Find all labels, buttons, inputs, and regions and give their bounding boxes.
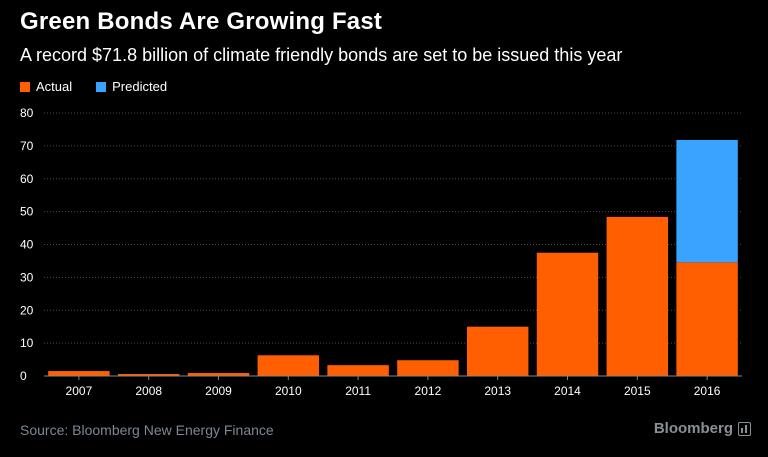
x-tick-label-2016: 2016: [694, 384, 721, 398]
bar-actual-2012: [397, 360, 459, 376]
bar-actual-2011: [327, 365, 389, 376]
y-tick-label-10: 10: [20, 336, 34, 350]
legend-swatch-predicted: [96, 81, 107, 92]
source-note: Source: Bloomberg New Energy Finance: [20, 422, 274, 438]
x-tick-label-2011: 2011: [345, 384, 371, 398]
x-tick-label-2010: 2010: [275, 384, 302, 398]
x-tick-label-2008: 2008: [135, 384, 162, 398]
x-tick-label-2014: 2014: [554, 384, 581, 398]
legend-item-predicted: Predicted: [96, 79, 167, 94]
x-tick-label-2012: 2012: [415, 384, 442, 398]
bar-actual-2014: [536, 252, 599, 376]
y-tick-label-0: 0: [20, 369, 27, 383]
legend-item-actual: Actual: [20, 79, 72, 94]
y-tick-label-70: 70: [20, 139, 34, 153]
x-tick-label-2007: 2007: [66, 384, 93, 398]
y-tick-label-80: 80: [20, 106, 34, 120]
legend-swatch-actual: [20, 81, 30, 92]
x-tick-label-2009: 2009: [205, 384, 232, 398]
bar-actual-2009: [187, 373, 250, 376]
legend-label-predicted: Predicted: [112, 79, 168, 94]
x-tick-label-2013: 2013: [484, 384, 511, 398]
bar-actual-2010: [257, 355, 320, 376]
chart-subtitle: A record $71.8 billion of climate friend…: [20, 45, 623, 65]
x-tick-label-2015: 2015: [624, 384, 651, 398]
y-tick-label-30: 30: [20, 270, 34, 284]
brand-chart-icon: [738, 421, 751, 436]
bar-actual-2007: [48, 371, 110, 376]
bar-actual-2013: [466, 326, 529, 376]
y-tick-label-50: 50: [20, 205, 34, 219]
chart-title: Green Bonds Are Growing Fast: [20, 8, 383, 35]
y-tick-label-20: 20: [20, 303, 34, 317]
brand-name: Bloomberg: [653, 420, 733, 437]
brand-logo: Bloomberg: [654, 420, 751, 437]
y-tick-label-60: 60: [20, 172, 34, 186]
bar-predicted-2016: [676, 139, 738, 263]
bar-actual-2008: [117, 374, 180, 376]
bar-actual-2016: [676, 262, 738, 376]
bar-actual-2015: [606, 216, 669, 376]
y-tick-label-40: 40: [20, 238, 34, 252]
legend-label-actual: Actual: [36, 79, 73, 94]
legend: Actual Predicted: [20, 79, 191, 94]
